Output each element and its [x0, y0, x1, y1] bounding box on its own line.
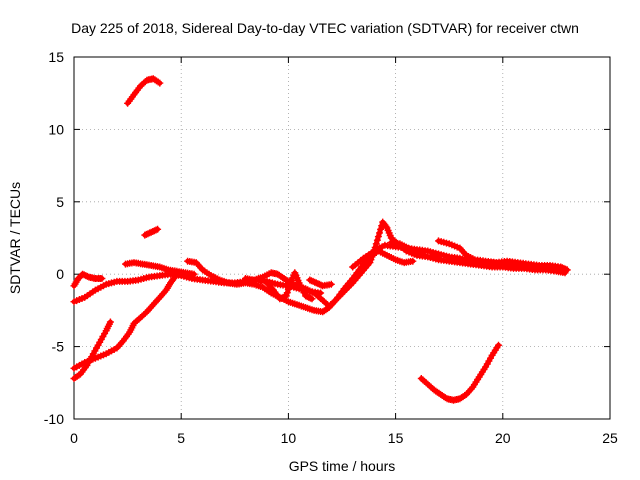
series-band: [243, 248, 416, 309]
series-markers: [70, 273, 179, 372]
series-arc-9: [242, 247, 417, 310]
x-tick-label: 15: [388, 430, 404, 446]
series-arc-10: [263, 269, 316, 303]
x-tick-label: 25: [602, 430, 618, 446]
series-arc-1: [124, 75, 164, 107]
x-tick-label: 20: [495, 430, 511, 446]
series-markers: [70, 270, 106, 290]
series-arc-6: [70, 273, 179, 372]
series-arc-7: [122, 259, 198, 278]
series-arc-14: [435, 237, 571, 274]
series-markers: [141, 225, 162, 239]
series-arc-5: [70, 318, 114, 382]
series-markers: [122, 259, 198, 278]
series-markers: [387, 238, 569, 277]
series-markers: [70, 318, 114, 382]
y-tick-label: 15: [48, 49, 64, 65]
y-tick-label: 5: [56, 194, 64, 210]
series-arc-15: [417, 341, 502, 404]
plot-frame: [73, 56, 611, 420]
series-arc-13: [387, 238, 569, 277]
y-tick-label: 10: [48, 121, 64, 137]
series-markers: [242, 247, 417, 310]
x-tick-label: 0: [70, 430, 78, 446]
y-tick-label: 0: [56, 266, 64, 282]
series-markers: [263, 269, 316, 303]
x-axis-label: GPS time / hours: [289, 458, 396, 474]
series-band: [71, 274, 178, 371]
y-axis-label: SDTVAR / TECUs: [7, 182, 23, 294]
series-markers: [417, 341, 502, 404]
y-tick-label: -10: [44, 411, 64, 427]
series-layer: [70, 75, 571, 404]
series-markers: [435, 237, 571, 274]
series-arc-3: [70, 270, 106, 290]
series-arc-2: [141, 225, 162, 239]
series-markers: [124, 75, 164, 107]
ticks-layer: 0 5 10 15 20 25 -10 -5 0 5 10 15: [44, 49, 618, 446]
series-markers: [306, 276, 335, 290]
y-tick-label: -5: [52, 339, 65, 355]
x-tick-label: 5: [177, 430, 185, 446]
x-tick-label: 10: [281, 430, 297, 446]
series-arc-11: [306, 276, 335, 290]
grid-layer: [74, 57, 610, 419]
chart-title: Day 225 of 2018, Sidereal Day-to-day VTE…: [71, 20, 579, 36]
